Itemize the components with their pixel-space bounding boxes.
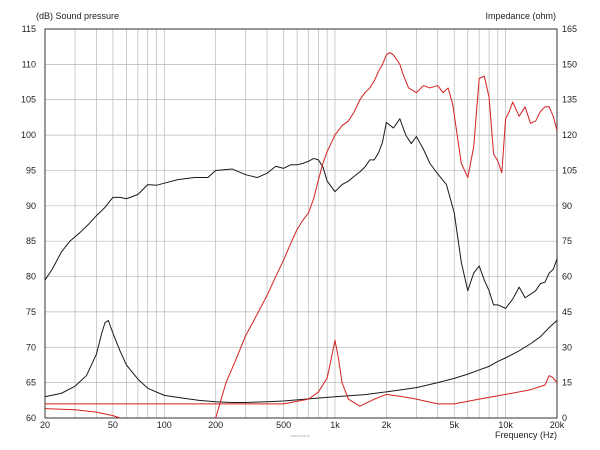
- x-tick-label: 50: [108, 420, 118, 430]
- y-tick-label-left: 65: [26, 378, 36, 388]
- series-spl-low: [44, 319, 558, 403]
- x-tick-label: 5k: [449, 420, 459, 430]
- y-tick-label-left: 110: [22, 59, 36, 69]
- plot-frame: [44, 28, 558, 419]
- y-tick-label-left: 70: [26, 342, 36, 352]
- y-tick-label-right: 105: [562, 165, 577, 175]
- y-tick-label-left: 100: [21, 130, 36, 140]
- y-tick-label-right: 150: [562, 59, 577, 69]
- y-tick-label-left: 105: [21, 95, 36, 105]
- y-tick-label-left: 75: [26, 307, 36, 317]
- y-tick-label-right: 90: [562, 201, 572, 211]
- x-tick-label: 20: [40, 420, 50, 430]
- series-impedance-stub: [44, 408, 121, 419]
- series-impedance-main: [215, 52, 558, 419]
- x-tick-label: 20k: [550, 420, 565, 430]
- y-tick-label-right: 45: [562, 307, 572, 317]
- watermark: www.lzd.pl: [291, 433, 310, 438]
- x-tick-label: 10k: [498, 420, 513, 430]
- y-tick-label-right: 30: [562, 342, 572, 352]
- y-tick-label-right: 0: [562, 413, 567, 423]
- y-tick-label-right: 75: [562, 236, 572, 246]
- x-axis-title: Frequency (Hz): [495, 430, 557, 440]
- y-tick-label-left: 115: [22, 24, 36, 34]
- y-tick-label-left: 90: [26, 201, 36, 211]
- y-tick-label-right: 120: [562, 130, 577, 140]
- x-tick-label: 500: [276, 420, 291, 430]
- x-tick-label: 2k: [382, 420, 392, 430]
- y-tick-label-right: 135: [562, 95, 577, 105]
- series-spl-main: [44, 118, 558, 309]
- y-tick-label-left: 85: [26, 236, 36, 246]
- x-tick-label: 1k: [330, 420, 340, 430]
- tick-labels: 20 50 100 200 500 1k 2k 5k 10k 20k 60 65 70 75 80 85 90 9…: [21, 24, 577, 430]
- y-axis-title-left: (dB) Sound pressure: [36, 11, 119, 21]
- series-layer: [44, 52, 558, 419]
- grid-lines: [44, 28, 558, 419]
- y-tick-label-left: 60: [26, 413, 36, 423]
- y-tick-label-left: 95: [26, 165, 36, 175]
- y-tick-label-left: 80: [26, 272, 36, 282]
- y-tick-label-right: 15: [562, 378, 572, 388]
- y-tick-label-right: 165: [562, 24, 577, 34]
- x-tick-label: 200: [208, 420, 223, 430]
- series-impedance-low: [45, 339, 558, 407]
- y-axis-title-right: Impedance (ohm): [485, 11, 556, 21]
- x-tick-label: 100: [157, 420, 172, 430]
- y-tick-label-right: 60: [562, 272, 572, 282]
